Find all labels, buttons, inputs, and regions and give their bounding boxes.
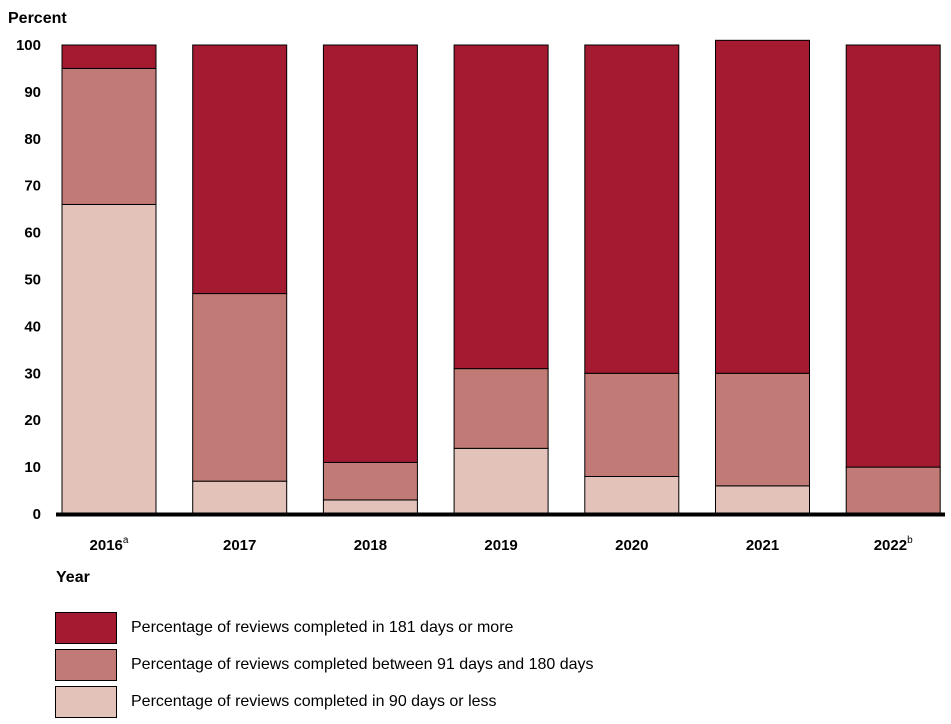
- y-tick-label: 10: [24, 459, 41, 476]
- bar-segment-2016-series-0: [61, 203, 157, 515]
- bar-segment-2017-series-0: [192, 480, 288, 515]
- legend-item: Percentage of reviews completed in 90 da…: [55, 686, 594, 718]
- x-axis-title: Year: [56, 569, 90, 586]
- x-tick-label: 2016a: [90, 535, 129, 554]
- x-tick-label: 2021: [746, 537, 779, 554]
- y-tick-label: 60: [24, 225, 41, 242]
- x-tick-label: 2019: [484, 537, 517, 554]
- y-tick-label: 80: [24, 131, 41, 148]
- bar-segment-2019-series-0: [453, 447, 549, 515]
- y-tick-label: 90: [24, 84, 41, 101]
- legend-swatch: [55, 686, 117, 718]
- legend-label: Percentage of reviews completed in 90 da…: [131, 693, 497, 710]
- bar-segment-2018-series-1: [322, 461, 418, 501]
- legend-label: Percentage of reviews completed between …: [131, 656, 594, 673]
- y-tick-label: 40: [24, 318, 41, 335]
- bar-segment-2018-series-2: [322, 44, 418, 463]
- y-tick-label: 70: [24, 178, 41, 195]
- bar-segment-2021-series-2: [715, 39, 810, 374]
- legend-swatch: [55, 612, 117, 644]
- bar-segment-2018-series-0: [322, 499, 418, 515]
- bar-segment-2022-series-2: [845, 44, 941, 468]
- x-tick-label: 2017: [223, 537, 256, 554]
- stacked-bar-chart: Percent 0 10 20 30 40 50 60 70 80 90 100 2016a 2017…: [8, 10, 945, 586]
- y-tick-label: 0: [33, 506, 41, 523]
- bar-segment-2020-series-0: [584, 475, 680, 515]
- x-tick-label: 2018: [354, 537, 387, 554]
- bar-segment-2020-series-2: [584, 44, 680, 374]
- legend-swatch: [55, 649, 117, 681]
- legend: Percentage of reviews completed in 181 d…: [55, 612, 594, 723]
- y-tick-label: 30: [24, 365, 41, 382]
- x-tick-label: 2020: [615, 537, 648, 554]
- bar-segment-2017-series-1: [192, 293, 288, 482]
- bar-segment-2019-series-2: [453, 44, 549, 370]
- x-tick-label: 2022b: [874, 535, 913, 554]
- bar-segment-2021-series-0: [715, 485, 810, 515]
- y-tick-label: 20: [24, 412, 41, 429]
- bar-segment-2017-series-2: [192, 44, 288, 295]
- legend-item: Percentage of reviews completed between …: [55, 649, 594, 681]
- legend-label: Percentage of reviews completed in 181 d…: [131, 619, 514, 636]
- bar-segment-2022-series-1: [845, 466, 941, 515]
- bar-segment-2016-series-1: [61, 67, 157, 205]
- bar-segment-2021-series-1: [715, 372, 810, 487]
- legend-item: Percentage of reviews completed in 181 d…: [55, 612, 594, 644]
- y-axis-title: Percent: [8, 10, 67, 27]
- y-tick-label: 50: [24, 272, 41, 289]
- y-tick-label: 100: [16, 37, 41, 54]
- bar-segment-2019-series-1: [453, 368, 549, 449]
- bar-segment-2016-series-2: [61, 44, 157, 69]
- bar-segment-2020-series-1: [584, 372, 680, 477]
